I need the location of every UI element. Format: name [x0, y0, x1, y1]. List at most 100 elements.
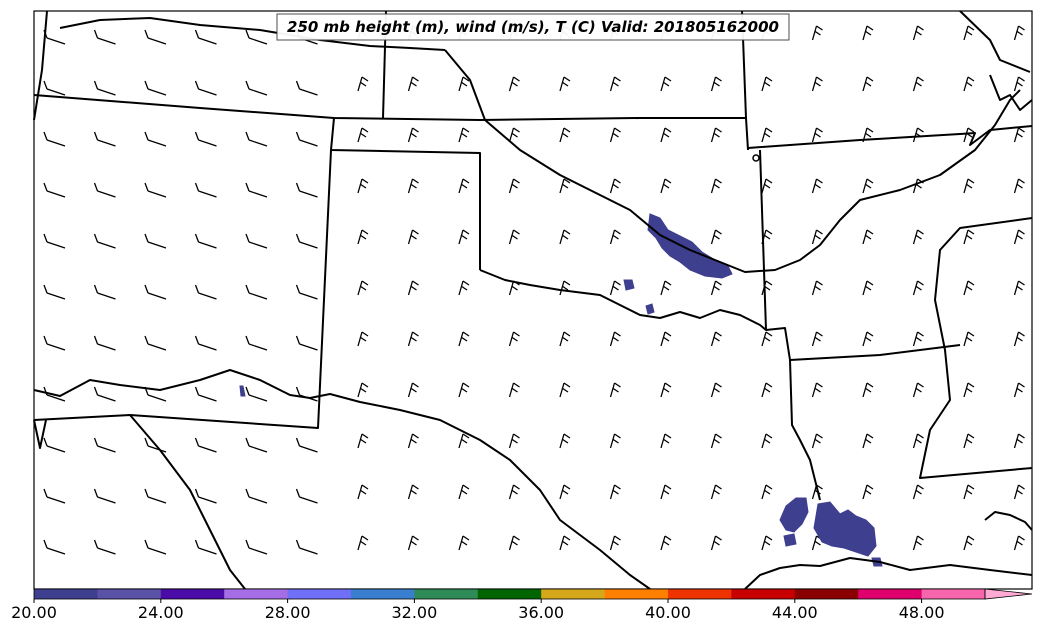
wind-barb	[811, 178, 823, 194]
wind-barb	[609, 331, 621, 347]
colorbar-tick-label: 40.00	[645, 603, 691, 622]
colorbar-segment	[160, 589, 225, 599]
wind-barb	[458, 178, 470, 194]
wind-barb	[357, 76, 369, 92]
colorbar-segment	[34, 589, 98, 599]
wind-barb	[357, 382, 369, 398]
wind-barb	[93, 80, 116, 96]
river-arkansas	[444, 49, 1021, 273]
wind-barb	[43, 335, 66, 351]
colorbar-segment	[604, 589, 669, 599]
wind-barb	[660, 331, 672, 347]
wind-barb	[559, 280, 571, 296]
wind-barb	[660, 178, 672, 194]
wind-barb	[1013, 76, 1025, 92]
wind-barb	[508, 433, 520, 449]
wind-barb	[458, 382, 470, 398]
wind-barb	[93, 182, 116, 198]
wind-barb	[1013, 484, 1025, 500]
wind-barb	[609, 382, 621, 398]
wind-barb	[963, 25, 975, 41]
wind-barb	[811, 229, 823, 245]
wind-barb	[245, 29, 268, 45]
wind-barb	[660, 76, 672, 92]
boundaries	[33, 10, 1033, 590]
wind-barb	[963, 178, 975, 194]
wind-barb	[245, 182, 268, 198]
wind-barb	[862, 484, 874, 500]
wind-barb	[1013, 382, 1025, 398]
wind-barb	[357, 178, 369, 194]
wind-barb	[295, 335, 318, 351]
wind-barb	[963, 433, 975, 449]
river-mississippi	[989, 74, 1033, 111]
wind-barb	[710, 76, 722, 92]
wind-barb	[609, 178, 621, 194]
lake-marker	[752, 154, 760, 162]
wind-barb	[508, 127, 520, 143]
wind-barb	[245, 539, 268, 555]
coast-islands	[984, 511, 1033, 531]
wind-barb	[710, 382, 722, 398]
wind-barb	[862, 433, 874, 449]
temp-patch-louisiana-small	[783, 533, 797, 547]
wind-barb	[407, 178, 419, 194]
wind-barb	[963, 331, 975, 347]
wind-barb	[811, 127, 823, 143]
wind-barb	[144, 539, 167, 555]
map-title: 250 mb height (m), wind (m/s), T (C) Val…	[287, 18, 779, 36]
wind-barb	[93, 335, 116, 351]
wind-barb	[144, 488, 167, 504]
wind-barb	[811, 25, 823, 41]
wind-barb	[407, 382, 419, 398]
wind-barb	[194, 335, 217, 351]
wind-barb	[357, 535, 369, 551]
wind-barb	[407, 535, 419, 551]
wind-barb	[43, 488, 66, 504]
wind-barb	[761, 331, 773, 347]
wind-barb	[1013, 229, 1025, 245]
wind-barb	[93, 386, 116, 402]
wind-barb	[194, 437, 217, 453]
wind-barb	[963, 484, 975, 500]
wind-barb	[761, 178, 773, 194]
river-west-boundary	[33, 419, 47, 449]
wind-barb	[407, 280, 419, 296]
colorbar-tick-label: 48.00	[899, 603, 945, 622]
wind-barb	[245, 131, 268, 147]
wind-barb	[245, 335, 268, 351]
wind-barb	[93, 437, 116, 453]
wind-barb	[862, 178, 874, 194]
map-frame	[33, 10, 1033, 590]
colorbar-segment	[921, 589, 986, 599]
wind-barb	[963, 382, 975, 398]
wind-barb	[710, 127, 722, 143]
wind-barb	[194, 80, 217, 96]
wind-barb	[912, 382, 924, 398]
wind-barb	[660, 433, 672, 449]
wind-barb	[660, 382, 672, 398]
wind-barb	[761, 484, 773, 500]
wind-barb	[609, 535, 621, 551]
wind-barb	[1013, 280, 1025, 296]
wind-barb	[660, 535, 672, 551]
wind-barb	[912, 280, 924, 296]
wind-barb	[559, 433, 571, 449]
wind-barb	[295, 284, 318, 300]
wind-barb	[357, 484, 369, 500]
wind-barb	[407, 127, 419, 143]
wind-barb	[660, 484, 672, 500]
wind-barb	[912, 331, 924, 347]
temp-patch-louisiana-east	[813, 501, 877, 557]
wind-barb	[559, 331, 571, 347]
state-line-ms-al	[919, 217, 1033, 479]
wind-barb	[862, 76, 874, 92]
colorbar-segment	[287, 589, 352, 599]
wind-barb	[761, 535, 773, 551]
wind-barb	[458, 280, 470, 296]
wind-barb	[194, 182, 217, 198]
colorbar-segment	[668, 589, 732, 599]
wind-barb	[245, 488, 268, 504]
wind-barb	[710, 331, 722, 347]
colorbar-segment	[477, 589, 542, 599]
